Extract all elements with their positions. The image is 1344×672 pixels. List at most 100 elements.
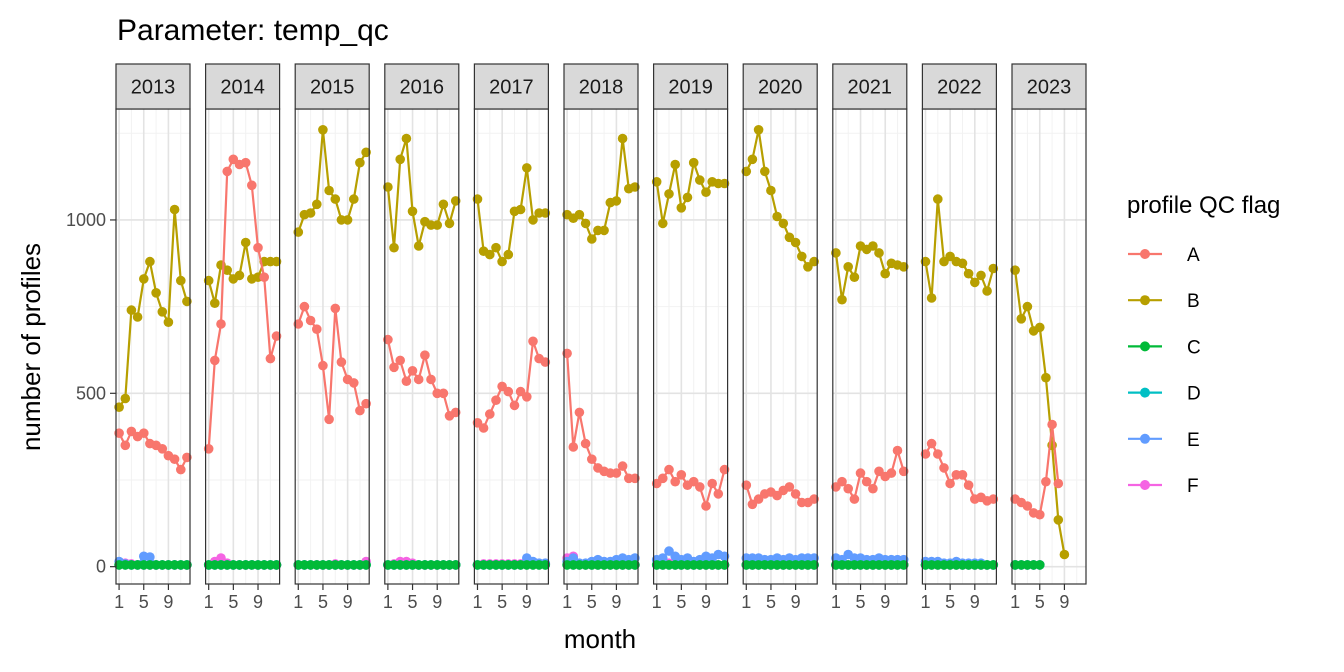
data-point-E	[809, 553, 819, 563]
legend-key-point	[1140, 295, 1150, 306]
data-point-B	[766, 185, 776, 196]
data-point-E	[630, 553, 640, 563]
data-point-B	[963, 268, 974, 279]
legend-item-D: D	[1128, 384, 1201, 405]
legend-label: E	[1187, 430, 1200, 451]
data-point-B	[126, 305, 137, 315]
data-point-B	[383, 182, 393, 192]
data-point-B	[176, 275, 186, 286]
data-point-A	[176, 464, 186, 475]
data-point-B	[599, 225, 609, 236]
data-point-A	[299, 301, 310, 312]
data-point-B	[664, 189, 674, 199]
x-tick-label: 5	[1035, 592, 1045, 612]
x-tick-label: 9	[163, 592, 173, 612]
data-point-B	[1010, 265, 1020, 276]
legend-label: A	[1187, 245, 1200, 266]
facet-strip	[832, 63, 908, 110]
data-point-A	[253, 242, 263, 253]
data-point-B	[522, 163, 532, 173]
data-point-A	[574, 407, 585, 418]
y-tick-label: 500	[76, 383, 106, 403]
data-point-E	[145, 552, 155, 562]
facet-panel-2021: 2021 1 5 9	[831, 63, 909, 612]
x-tick-label: 1	[562, 592, 572, 612]
data-point-B	[970, 277, 980, 288]
facet-strip-label: 2021	[848, 77, 893, 99]
facet-strip	[742, 63, 818, 110]
data-point-B	[880, 268, 890, 279]
x-axis-title: month	[564, 624, 636, 654]
data-point-B	[355, 157, 365, 168]
facet-strip	[384, 63, 460, 110]
data-point-B	[658, 218, 668, 229]
data-point-B	[163, 317, 174, 328]
legend-item-F: F	[1128, 476, 1199, 497]
facet-strip-label: 2017	[489, 77, 534, 99]
data-point-A	[522, 392, 532, 402]
data-point-B	[988, 263, 999, 274]
x-tick-label: 5	[228, 592, 238, 612]
data-point-A	[395, 355, 406, 366]
data-point-A	[305, 315, 316, 326]
data-point-A	[203, 444, 214, 454]
data-point-B	[1053, 515, 1064, 525]
series-line-B	[118, 209, 188, 408]
data-point-A	[324, 414, 334, 425]
data-point-A	[169, 454, 180, 465]
data-point-B	[497, 256, 507, 267]
data-point-A	[741, 480, 752, 491]
panel-background	[1012, 109, 1086, 584]
data-point-A	[580, 438, 591, 449]
data-point-B	[574, 209, 585, 220]
data-point-A	[676, 470, 687, 480]
data-point-B	[760, 166, 770, 177]
data-point-A	[562, 348, 572, 359]
x-tick-label: 1	[383, 592, 393, 612]
x-tick-label: 5	[139, 592, 149, 612]
data-point-B	[485, 249, 495, 260]
x-tick-label: 5	[766, 592, 776, 612]
data-point-B	[324, 185, 334, 196]
x-tick-label: 9	[701, 592, 711, 612]
data-point-A	[478, 423, 489, 433]
data-point-B	[203, 275, 214, 286]
facet-panel-2022: 2022 1 5 9	[920, 63, 999, 612]
data-point-A	[216, 319, 226, 329]
data-point-B	[413, 241, 424, 251]
data-point-A	[892, 445, 903, 456]
data-point-A	[861, 476, 872, 487]
data-point-B	[342, 215, 353, 225]
facet-strip-label: 2023	[1027, 77, 1072, 99]
data-point-B	[1022, 301, 1033, 312]
panel-background	[922, 109, 997, 584]
data-point-B	[528, 215, 538, 225]
data-point-B	[240, 237, 251, 248]
data-point-A	[389, 362, 399, 373]
data-point-A	[617, 461, 628, 471]
facet-strip	[921, 63, 998, 110]
data-point-B	[701, 187, 711, 197]
data-point-B	[587, 234, 597, 244]
panel-background	[474, 109, 549, 584]
legend: profile QC flag A B C D E F	[1127, 192, 1280, 497]
facet-strip	[205, 63, 281, 110]
data-point-B	[503, 249, 514, 260]
data-point-A	[945, 478, 955, 489]
legend-item-B: B	[1128, 291, 1200, 312]
data-point-B	[1016, 314, 1027, 324]
data-point-A	[1035, 509, 1045, 520]
data-point-B	[843, 262, 853, 272]
data-point-A	[849, 494, 860, 504]
data-point-A	[701, 501, 711, 511]
data-point-A	[568, 442, 579, 452]
facet-strip-label: 2022	[937, 77, 982, 99]
data-point-B	[831, 248, 841, 258]
data-point-B	[772, 211, 782, 222]
legend-label: D	[1187, 384, 1201, 405]
data-point-A	[695, 482, 705, 492]
data-point-A	[868, 483, 878, 494]
data-point-A	[491, 395, 501, 406]
x-tick-label: 1	[472, 592, 482, 612]
